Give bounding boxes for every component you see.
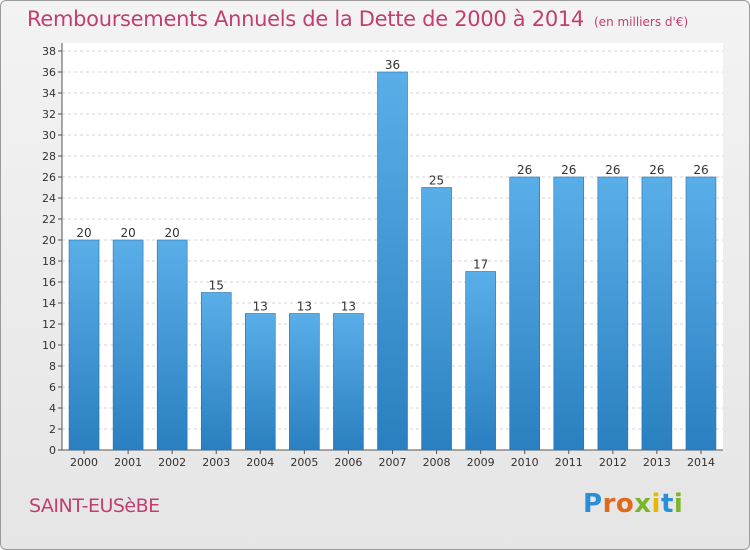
logo-letter: o <box>615 489 635 519</box>
y-tick-label: 14 <box>42 297 56 310</box>
x-tick-label-2003: 2003 <box>202 456 230 469</box>
data-label-2000: 20 <box>76 226 91 240</box>
x-tick-label-2013: 2013 <box>643 456 671 469</box>
bar-2014 <box>685 176 717 451</box>
y-tick-label: 22 <box>42 213 56 226</box>
data-label-2007: 36 <box>385 58 400 72</box>
y-tick-label: 28 <box>42 150 56 163</box>
logo-letter: i <box>651 489 661 519</box>
y-tick-label: 18 <box>42 255 56 268</box>
y-tick-label: 0 <box>49 444 56 457</box>
y-tick-label: 26 <box>42 171 56 184</box>
bar-2012 <box>597 176 629 451</box>
x-tick-label-2010: 2010 <box>511 456 539 469</box>
logo-letter: t <box>660 489 674 519</box>
x-tick-label-2000: 2000 <box>70 456 98 469</box>
data-label-2008: 25 <box>429 174 444 188</box>
y-tick-label: 2 <box>49 423 56 436</box>
bar-2001 <box>112 239 144 451</box>
data-label-2012: 26 <box>605 163 620 177</box>
y-tick-label: 20 <box>42 234 56 247</box>
x-tick-label-2008: 2008 <box>423 456 451 469</box>
x-tick-label-2014: 2014 <box>687 456 715 469</box>
data-label-2002: 20 <box>165 226 180 240</box>
chart-title-text: Remboursements Annuels de la Dette de 20… <box>27 7 584 31</box>
logo-letter: r <box>602 489 616 519</box>
y-tick-label: 6 <box>49 381 56 394</box>
y-tick-label: 38 <box>42 45 56 58</box>
y-tick-label: 8 <box>49 360 56 373</box>
x-tick-label-2006: 2006 <box>334 456 362 469</box>
logo-letter: i <box>673 489 684 519</box>
y-tick-label: 16 <box>42 276 56 289</box>
bar-2010 <box>509 176 540 451</box>
x-tick-label-2011: 2011 <box>555 456 583 469</box>
bar-2005 <box>289 313 320 451</box>
x-tick-label-2004: 2004 <box>246 456 274 469</box>
chart-unit-label: (en milliers d'€) <box>594 15 689 29</box>
y-tick-label: 32 <box>42 108 56 121</box>
x-tick-label-2012: 2012 <box>599 456 627 469</box>
data-label-2013: 26 <box>649 163 664 177</box>
bar-2008 <box>421 187 452 451</box>
bar-2013 <box>641 176 673 451</box>
x-tick-label-2009: 2009 <box>467 456 495 469</box>
y-tick-label: 10 <box>42 339 56 352</box>
data-label-2011: 26 <box>561 163 576 177</box>
proxiti-logo: Proxiti <box>583 489 683 519</box>
y-tick-label: 24 <box>42 192 56 205</box>
data-label-2003: 15 <box>209 279 224 293</box>
data-label-2009: 17 <box>473 258 488 272</box>
x-tick-label-2002: 2002 <box>158 456 186 469</box>
bar-2006 <box>333 313 364 451</box>
data-label-2001: 20 <box>120 226 135 240</box>
logo-letter: P <box>583 489 603 519</box>
bar-2007 <box>377 71 408 451</box>
chart-title: Remboursements Annuels de la Dette de 20… <box>27 7 688 31</box>
data-label-2014: 26 <box>693 163 708 177</box>
logo-letter: x <box>634 489 652 519</box>
x-tick-label-2005: 2005 <box>290 456 318 469</box>
bar-2009 <box>465 271 496 451</box>
y-tick-label: 36 <box>42 66 56 79</box>
data-label-2006: 13 <box>341 300 356 314</box>
y-tick-label: 30 <box>42 129 56 142</box>
bar-2004 <box>245 313 276 451</box>
data-label-2010: 26 <box>517 163 532 177</box>
y-tick-label: 12 <box>42 318 56 331</box>
x-tick-label-2001: 2001 <box>114 456 142 469</box>
bar-2000 <box>68 239 100 451</box>
bar-2002 <box>156 239 188 451</box>
x-tick-label-2007: 2007 <box>379 456 407 469</box>
commune-name: SAINT-EUSèBE <box>29 495 160 517</box>
y-tick-label: 34 <box>42 87 56 100</box>
data-label-2005: 13 <box>297 300 312 314</box>
y-tick-label: 4 <box>49 402 56 415</box>
bar-2003 <box>200 292 232 451</box>
bar-2011 <box>553 176 585 451</box>
data-label-2004: 13 <box>253 300 268 314</box>
